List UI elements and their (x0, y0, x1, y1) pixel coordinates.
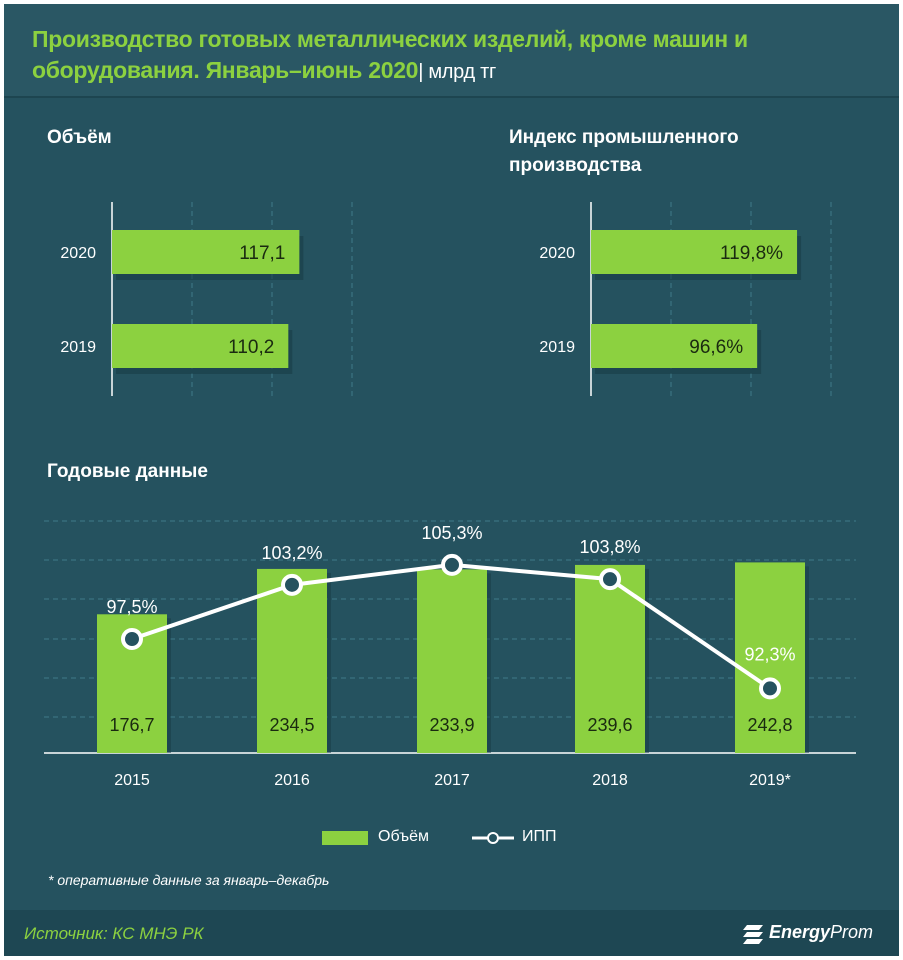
index-bar-value: 119,8% (720, 243, 783, 264)
title-unit: | млрд тг (418, 61, 497, 83)
ipp-value-label: 103,8% (579, 537, 640, 557)
annual-category-label: 2016 (274, 772, 310, 789)
index-bar-value: 96,6% (689, 337, 743, 358)
ipp-point (281, 573, 303, 596)
ipp-value-label: 103,2% (261, 543, 322, 563)
volume-bar (112, 230, 300, 274)
volume-category-label: 2020 (60, 245, 96, 262)
annual-bar-value: 242,8 (747, 715, 792, 735)
index-bar-chart: 119,8% 2020 96,6% 2019 (539, 202, 832, 396)
volume-bar-value: 110,2 (228, 337, 274, 358)
ipp-point (759, 677, 781, 700)
annual-section-title: Годовые данные (47, 461, 208, 482)
ipp-point (599, 568, 621, 591)
ipp-point (121, 628, 143, 650)
legend-label-ipp: ИПП (522, 828, 557, 845)
annual-category-label: 2015 (114, 772, 150, 789)
index-section-title-line2: производства (509, 155, 642, 176)
title-text: Производство готовых металлических издел… (32, 26, 748, 83)
footnote: * оперативные данные за январь–декабрь (48, 872, 330, 888)
annual-combo-chart: 176,7 2015 234,5 2016 233,9 2017 239,6 2018 242,… (44, 520, 856, 789)
annual-category-label: 2017 (434, 772, 470, 789)
index-bar (591, 324, 758, 368)
index-category-label: 2020 (539, 245, 575, 262)
annual-bar-value: 239,6 (587, 715, 632, 735)
footer: Источник: КС МНЭ РК EnergyProm (4, 910, 899, 956)
brand-light: Prom (829, 922, 873, 942)
volume-category-label: 2019 (60, 339, 96, 356)
brand-bold: Energy (768, 922, 830, 942)
annual-bar-value: 233,9 (429, 715, 474, 735)
ipp-value-label: 105,3% (421, 523, 482, 543)
volume-bar (112, 324, 289, 368)
index-category-label: 2019 (539, 339, 575, 356)
page-title: Производство готовых металлических издел… (32, 24, 852, 88)
legend-label-volume: Объём (378, 828, 429, 845)
header: Производство готовых металлических издел… (4, 4, 899, 98)
annual-bar-value: 234,5 (269, 715, 314, 735)
ipp-value-label: 92,3% (744, 644, 795, 664)
volume-section-title: Объём (47, 127, 112, 148)
index-section-title-line1: Индекс промышленного (509, 127, 739, 148)
annual-category-label: 2018 (592, 772, 628, 789)
legend-line-marker-icon (472, 832, 514, 844)
infographic-card: Производство готовых металлических издел… (4, 4, 899, 956)
legend-swatch-bar (322, 831, 368, 845)
volume-bar-chart: 117,1 2020 110,2 2019 (60, 202, 353, 396)
annual-bar (257, 568, 327, 753)
brand-logo: EnergyProm (742, 922, 873, 944)
annual-bar (417, 569, 487, 753)
energyprom-logo-icon (742, 925, 763, 944)
annual-bar-value: 176,7 (109, 715, 154, 735)
annual-category-label: 2019* (749, 772, 791, 789)
ipp-point (441, 553, 463, 576)
ipp-value-label: 97,5% (106, 597, 157, 617)
annual-bar (735, 562, 805, 753)
volume-bar-value: 117,1 (239, 243, 285, 264)
source-text: Источник: КС МНЭ РК (24, 924, 204, 943)
index-bar (591, 230, 798, 274)
